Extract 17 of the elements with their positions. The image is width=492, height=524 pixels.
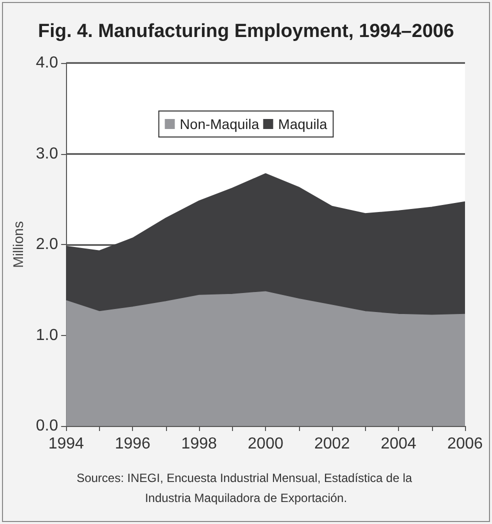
y-tick-label: 2.0 [36, 236, 58, 253]
legend-label: Maquila [278, 116, 328, 132]
legend-label: Non-Maquila [180, 116, 260, 132]
y-tick-label: 3.0 [36, 145, 58, 162]
x-tick-label: 1998 [181, 436, 217, 452]
chart-title: Fig. 4. Manufacturing Employment, 1994–2006 [38, 21, 454, 42]
y-tick-label: 1.0 [36, 326, 58, 344]
x-tick-label: 2004 [380, 436, 416, 452]
y-tick-label: 4.0 [36, 54, 58, 72]
y-axis-title: Millions [10, 221, 26, 268]
x-tick-label: 1994 [48, 436, 84, 452]
source-note: Sources: INEGI, Encuesta Industrial Mensual, Estadística de la Industria Maquiladora de Exportación. [76, 471, 416, 505]
x-tick-label: 2002 [314, 436, 350, 452]
x-tick-label: 2000 [248, 436, 284, 452]
x-tick-label: 2006 [447, 436, 483, 452]
x-tick-label: 1996 [114, 436, 151, 452]
y-tick-label: 0.0 [36, 418, 58, 434]
